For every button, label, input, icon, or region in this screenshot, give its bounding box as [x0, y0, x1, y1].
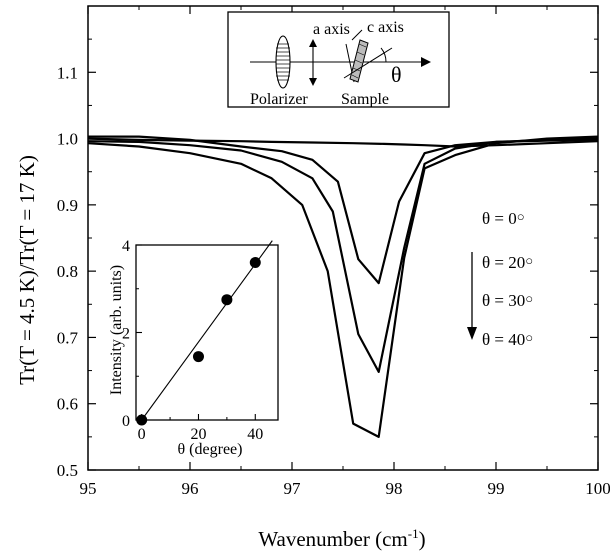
- main-x-axis-title: Wavenumber (cm-1): [258, 526, 425, 551]
- polarizer-shape: [275, 35, 291, 89]
- schematic-label-theta: θ: [391, 62, 402, 87]
- schematic-label-a-axis: a axis: [313, 21, 350, 38]
- legend-label-theta-30: θ = 30○: [482, 291, 533, 310]
- theta-angle-arc: [380, 47, 387, 63]
- x-tick-label: 99: [488, 479, 505, 498]
- inset-x-tick-label: 0: [138, 426, 146, 443]
- y-tick-label: 0.9: [57, 196, 78, 215]
- legend-text-30: θ = 30: [482, 291, 525, 310]
- x-tick-label: 95: [80, 479, 97, 498]
- x-tick-label: 98: [386, 479, 403, 498]
- legend-text-20: θ = 20: [482, 253, 525, 272]
- y-tick-label: 0.7: [57, 328, 79, 347]
- polarization-arrow-up-icon: [309, 39, 317, 47]
- y-tick-label: 1.0: [57, 130, 78, 149]
- inset-x-tick-label: 40: [247, 426, 263, 443]
- y-tick-label: 0.6: [57, 395, 78, 414]
- legend-text-40: θ = 40: [482, 330, 525, 349]
- legend-text-0: θ = 0: [482, 209, 517, 228]
- legend-label-theta-20: θ = 20○: [482, 253, 533, 272]
- polarizer-hatching: [276, 43, 290, 81]
- legend-degree-40: ○: [525, 330, 533, 345]
- x-axis-title-superscript: -1: [408, 526, 419, 541]
- inset-data-point: [249, 257, 261, 268]
- x-tick-label: 96: [182, 479, 199, 498]
- inset-y-axis-title: Intensity (arb. units): [108, 265, 125, 395]
- schematic-label-sample: Sample: [341, 91, 389, 108]
- polarization-arrow-down-icon: [309, 78, 317, 86]
- sample-crosshatch: [351, 43, 367, 79]
- legend: θ = 0○ θ = 20○ θ = 30○ θ = 40○: [467, 209, 533, 349]
- x-axis-title-tail: ): [419, 527, 426, 551]
- inset-data-point: [192, 351, 204, 363]
- beam-arrow-icon: [421, 57, 431, 67]
- c-axis-line: [351, 29, 363, 41]
- inset-background: [97, 232, 301, 462]
- legend-arrow-head: [467, 327, 477, 340]
- inset-y-tick-label: 4: [122, 238, 130, 255]
- legend-degree-0: ○: [517, 209, 525, 224]
- inset-fit-line: [141, 240, 273, 421]
- inset-y-tick-label: 2: [122, 326, 130, 343]
- legend-label-theta-40: θ = 40○: [482, 330, 533, 349]
- series-line-2: [87, 138, 599, 373]
- inset-data-point: [221, 294, 233, 306]
- legend-degree-20: ○: [525, 253, 533, 268]
- schematic-label-c-axis: c axis: [367, 19, 404, 36]
- inset-y-tick-label: 0: [122, 413, 130, 430]
- inset-chart: 0 20 40 0 2 4 Intensity (arb. units) θ (degre…: [97, 232, 301, 462]
- x-tick-label: 97: [284, 479, 302, 498]
- legend-label-theta-0: θ = 0○: [482, 209, 525, 228]
- y-tick-label: 0.5: [57, 461, 78, 480]
- schematic-label-polarizer: Polarizer: [250, 91, 308, 108]
- inset-x-tick-label: 20: [190, 426, 206, 443]
- schematic-frame: [227, 11, 450, 108]
- x-tick-label: 100: [585, 479, 610, 498]
- legend-degree-30: ○: [525, 291, 533, 306]
- x-axis-title-main: Wavenumber (cm: [258, 527, 407, 551]
- series-line-3: [87, 135, 599, 438]
- schematic-inset: a axis c axis θ Polarizer Sample: [227, 11, 450, 108]
- main-y-axis-title: Tr(T = 4.5 K)/Tr(T = 17 K): [15, 155, 39, 385]
- inset-x-axis-title: θ (degree): [178, 441, 243, 458]
- y-tick-label: 1.1: [57, 63, 78, 82]
- y-tick-label: 0.8: [57, 262, 78, 281]
